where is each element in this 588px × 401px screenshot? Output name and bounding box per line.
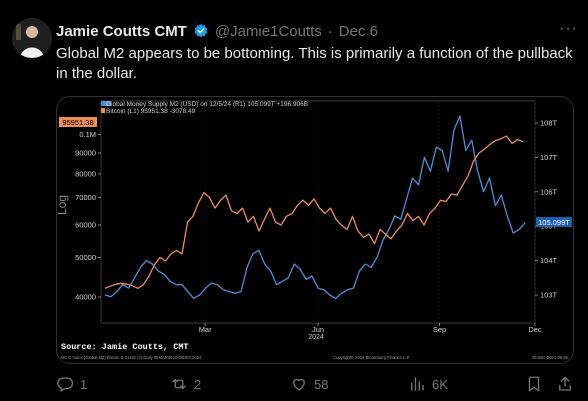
left-tick-label: 80000 (75, 169, 96, 178)
repost-button[interactable]: 2 (170, 375, 201, 393)
series-lines (104, 115, 526, 300)
x-tick-label: Jun (312, 325, 324, 334)
series-line-bitcoin (104, 135, 524, 289)
right-tick-label: 107T (540, 153, 558, 162)
views-button[interactable]: 6K (408, 375, 448, 393)
right-tick-label: 108T (540, 119, 558, 128)
chart-background (57, 97, 573, 363)
legend-swatch-btc (101, 108, 105, 113)
x-tick-label: Sep (433, 325, 446, 334)
bookmark-button[interactable] (525, 375, 543, 393)
left-axis-label: Log (57, 195, 69, 215)
right-tick-label: 106T (540, 187, 558, 196)
author-name[interactable]: Jamie Coutts CMT (56, 22, 187, 40)
btc-value-tag (59, 117, 97, 127)
share-button[interactable] (556, 375, 574, 393)
repost-icon (172, 378, 186, 390)
more-options-icon[interactable]: ··· (559, 20, 578, 37)
like-button[interactable]: 58 (290, 375, 328, 393)
tweet-actions: 1 2 58 6K (56, 374, 576, 394)
verified-badge-icon (194, 24, 208, 38)
author-avatar[interactable] (12, 18, 52, 58)
right-tick-label: 104T (540, 256, 558, 265)
tweet-header: Jamie Coutts CMT @Jamie1Coutts · Dec 6 (56, 20, 378, 42)
bookmark-icon (528, 376, 540, 392)
grid-lines (204, 101, 536, 323)
left-axis: Log 0.1M 90000 80000 70000 60000 50000 40000 (57, 130, 101, 302)
m2-value-tag (536, 217, 572, 227)
legend-m2: Global Money Supply M2 (USD) on 12/5/24 … (106, 101, 308, 108)
views-count: 6K (432, 376, 448, 392)
legend-btc: Bitcoin (L1) 95951.38 -3078.49 (106, 108, 196, 115)
left-tick-label: 0.1M (79, 130, 96, 139)
legend-swatch-m2 (101, 101, 111, 106)
left-tick-label: 40000 (75, 293, 96, 302)
left-tick-label: 90000 (75, 149, 96, 158)
right-tick-label: 103T (540, 291, 558, 300)
btc-value-tag-text: 95951.38 (62, 118, 93, 127)
heart-icon (293, 378, 305, 391)
tweet-date[interactable]: Dec 6 (338, 22, 378, 40)
chart-footer-right: 06-Dec-2024 09:36: (532, 355, 569, 360)
author-handle[interactable]: @Jamie1Coutts (214, 22, 322, 40)
x-tick-label: Dec (528, 325, 542, 334)
reply-count: 1 (80, 376, 88, 392)
chart-footer-mid: Copyright© 2024 Bloomberg Finance L.P. (333, 355, 410, 360)
tweet-text: Global M2 appears to be bottoming. This … (56, 45, 573, 82)
x-axis-year: 2024 (308, 334, 324, 341)
reply-icon (57, 377, 74, 392)
m2-value-tag-text: 105.099T (538, 218, 570, 227)
repost-count: 2 (194, 376, 202, 392)
share-icon (559, 376, 571, 391)
like-count: 58 (314, 376, 329, 392)
x-axis: 2024 Mar Jun Sep Dec (199, 323, 542, 341)
views-chart-icon (411, 377, 424, 391)
m2-bitcoin-chart: Global Money Supply M2 (USD) on 12/5/24 … (57, 97, 573, 363)
series-line-m2 (104, 115, 526, 300)
reply-button[interactable]: 1 (56, 375, 87, 393)
x-tick-label: Mar (199, 325, 212, 334)
left-tick-label: 70000 (75, 193, 96, 202)
chart-footer-left: M2 G Index (Global M2) Bitcoin & GLM2 (2… (61, 355, 202, 360)
legend: Global Money Supply M2 (USD) on 12/5/24 … (101, 101, 308, 115)
left-tick-label: 60000 (75, 221, 96, 230)
chart-image[interactable]: Global Money Supply M2 (USD) on 12/5/24 … (56, 96, 574, 364)
left-tick-label: 50000 (75, 253, 96, 262)
separator-dot: · (327, 22, 333, 40)
avatar-image (12, 18, 52, 58)
chart-source: Source: Jamie Coutts, CMT (61, 342, 189, 352)
